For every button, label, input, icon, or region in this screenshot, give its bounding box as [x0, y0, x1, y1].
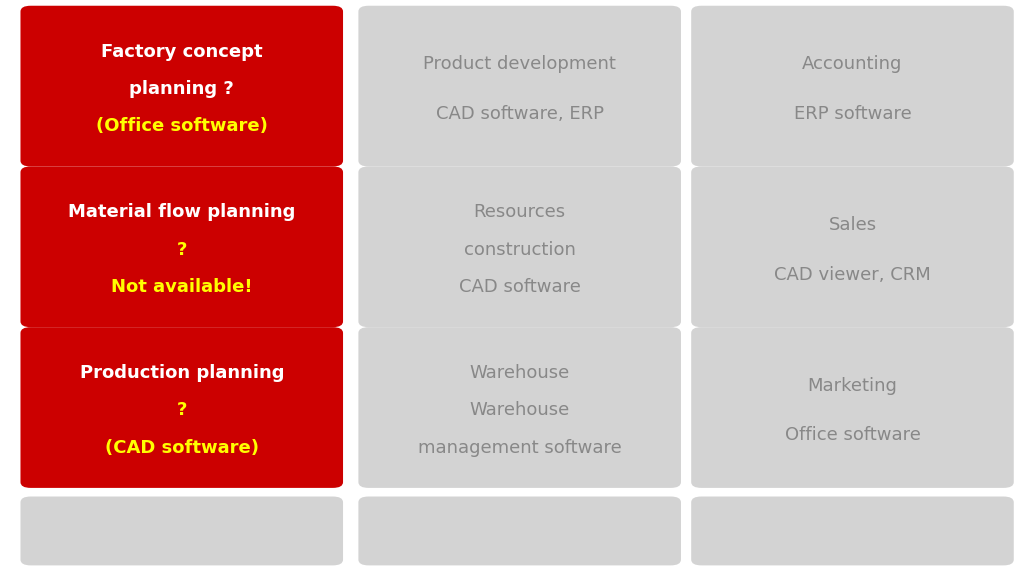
- Text: CAD software: CAD software: [459, 278, 581, 296]
- Text: (Office software): (Office software): [96, 117, 267, 135]
- FancyBboxPatch shape: [691, 166, 1014, 327]
- FancyBboxPatch shape: [691, 327, 1014, 488]
- Text: planning ?: planning ?: [129, 80, 234, 98]
- FancyBboxPatch shape: [20, 6, 343, 166]
- FancyBboxPatch shape: [358, 327, 681, 488]
- Text: Product development: Product development: [423, 55, 616, 73]
- Text: management software: management software: [418, 439, 622, 457]
- FancyBboxPatch shape: [358, 166, 681, 327]
- Text: CAD viewer, CRM: CAD viewer, CRM: [774, 266, 931, 284]
- FancyBboxPatch shape: [691, 6, 1014, 166]
- Text: Factory concept: Factory concept: [101, 42, 262, 61]
- Text: Warehouse: Warehouse: [470, 401, 569, 420]
- Text: Warehouse: Warehouse: [470, 364, 569, 382]
- Text: Not available!: Not available!: [111, 278, 253, 296]
- Text: Sales: Sales: [828, 216, 877, 234]
- Text: Accounting: Accounting: [802, 55, 903, 73]
- FancyBboxPatch shape: [358, 497, 681, 565]
- Text: Production planning: Production planning: [80, 364, 284, 382]
- Text: Resources: Resources: [474, 203, 565, 222]
- Text: ERP software: ERP software: [794, 105, 911, 123]
- Text: Office software: Office software: [784, 426, 921, 444]
- Text: (CAD software): (CAD software): [104, 439, 259, 457]
- Text: ?: ?: [176, 241, 187, 259]
- FancyBboxPatch shape: [20, 327, 343, 488]
- Text: construction: construction: [464, 241, 575, 259]
- FancyBboxPatch shape: [691, 497, 1014, 565]
- Text: Marketing: Marketing: [808, 377, 897, 394]
- FancyBboxPatch shape: [20, 166, 343, 327]
- FancyBboxPatch shape: [358, 6, 681, 166]
- Text: Material flow planning: Material flow planning: [68, 203, 296, 222]
- Text: CAD software, ERP: CAD software, ERP: [435, 105, 604, 123]
- FancyBboxPatch shape: [20, 497, 343, 565]
- Text: ?: ?: [176, 401, 187, 420]
